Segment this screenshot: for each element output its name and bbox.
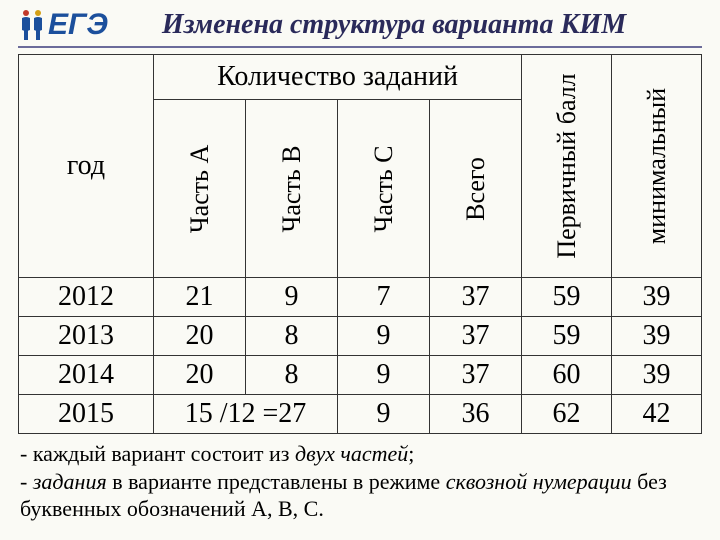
page-title: Изменена структура варианта КИМ bbox=[126, 9, 702, 41]
col-header-tasks: Количество заданий bbox=[154, 55, 522, 100]
col-header-prim: Первичный балл bbox=[522, 55, 612, 278]
table-row: 2015 15 /12 =27 9366242 bbox=[19, 395, 702, 434]
logo: ЕГЭ bbox=[18, 8, 126, 42]
logo-text: ЕГЭ bbox=[48, 8, 126, 42]
structure-table: год Количество заданий Первичный балл ми… bbox=[18, 54, 702, 434]
col-header-year: год bbox=[19, 55, 154, 278]
table-row: 2014208 9376039 bbox=[19, 356, 702, 395]
col-header-c: Часть С bbox=[338, 100, 430, 278]
header-divider bbox=[18, 46, 702, 48]
table-row: 2012219 7375939 bbox=[19, 278, 702, 317]
col-header-b: Часть В bbox=[246, 100, 338, 278]
col-header-min: минимальный bbox=[612, 55, 702, 278]
table-row: 2013208 9375939 bbox=[19, 317, 702, 356]
col-header-a: Часть А bbox=[154, 100, 246, 278]
logo-people-icon bbox=[18, 8, 46, 42]
footnotes: - каждый вариант состоит из двух частей;… bbox=[20, 440, 700, 523]
col-header-total: Всего bbox=[430, 100, 522, 278]
svg-text:ЕГЭ: ЕГЭ bbox=[48, 8, 108, 41]
